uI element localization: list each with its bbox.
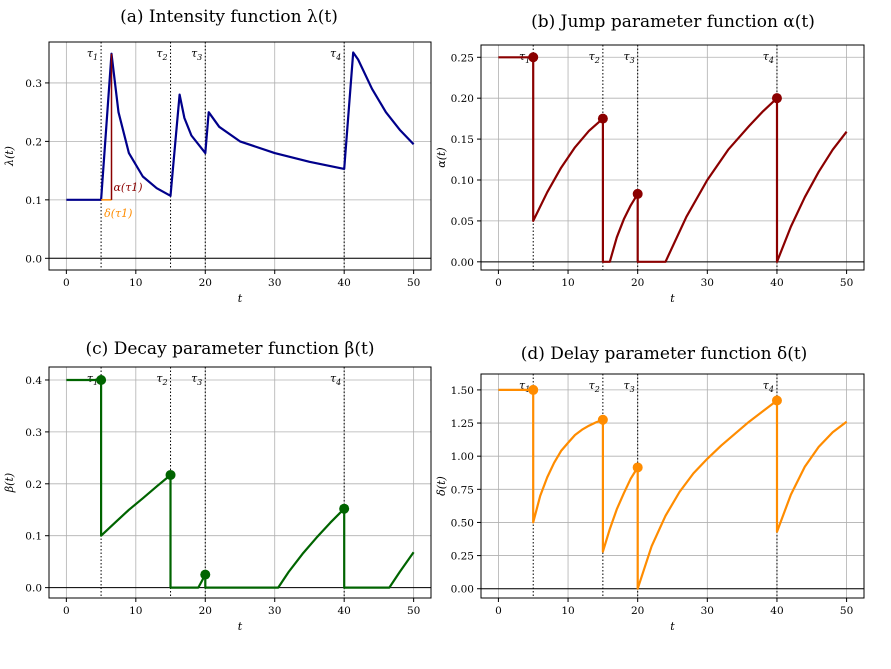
y-tick-label: 0.00 <box>451 257 474 269</box>
event-label: τ4 <box>763 50 774 65</box>
y-axis-label: δ(t) <box>435 476 448 496</box>
y-tick-label: 0.1 <box>25 195 42 207</box>
data-point-marker <box>597 113 608 124</box>
y-tick-label: 1.50 <box>451 385 474 397</box>
x-tick-label: 20 <box>199 605 212 617</box>
event-label: τ2 <box>589 50 600 65</box>
series-line <box>498 388 848 590</box>
axes-frame <box>480 44 865 271</box>
data-point-marker <box>96 374 107 385</box>
x-tick-label: 0 <box>495 605 502 617</box>
delay-annotation: δ(τ1) <box>104 207 132 220</box>
y-tick-label: 0.75 <box>451 484 474 496</box>
x-tick-label: 50 <box>840 277 853 289</box>
event-label: τ1 <box>519 379 530 394</box>
data-point-marker <box>528 384 539 395</box>
x-tick-label: 50 <box>840 605 853 617</box>
y-tick-label: 1.25 <box>451 418 474 430</box>
data-point-marker <box>339 503 350 514</box>
y-tick-label: 0.2 <box>25 136 42 148</box>
x-tick-label: 30 <box>701 605 714 617</box>
panel-decay: (c) Decay parameter function β(t)τ1 τ2 τ3 τ… <box>3 339 432 633</box>
x-tick-label: 40 <box>337 605 350 617</box>
data-point-marker <box>632 462 643 473</box>
event-label: τ3 <box>191 372 202 387</box>
x-tick-label: 30 <box>268 277 281 289</box>
x-axis-label: t <box>238 292 243 305</box>
event-label: τ3 <box>191 47 202 62</box>
x-tick-label: 40 <box>770 605 783 617</box>
x-tick-label: 20 <box>631 277 644 289</box>
series-line <box>66 51 415 201</box>
event-label: τ2 <box>156 47 167 62</box>
y-tick-label: 0.3 <box>25 427 42 439</box>
x-tick-label: 0 <box>63 605 70 617</box>
data-point-marker <box>528 52 539 63</box>
panel-intensity: (a) Intensity function λ(t) τ1 τ2 τ3 τ4 α(τ1)… <box>3 7 432 305</box>
y-tick-label: 1.00 <box>451 451 474 463</box>
event-label: τ3 <box>623 379 634 394</box>
data-point-marker <box>771 395 782 406</box>
event-label: τ4 <box>763 379 774 394</box>
data-point-marker <box>771 93 782 104</box>
y-tick-label: 0.10 <box>451 175 474 187</box>
x-tick-label: 0 <box>63 277 70 289</box>
event-label: τ2 <box>589 379 600 394</box>
panel-title: (d) Delay parameter function δ(t) <box>521 344 808 364</box>
y-axis-label: β(t) <box>3 473 16 493</box>
y-tick-label: 0.00 <box>451 584 474 596</box>
x-tick-label: 10 <box>129 605 142 617</box>
y-tick-label: 0.15 <box>451 134 474 146</box>
y-tick-label: 0.0 <box>25 583 42 595</box>
data-point-marker <box>597 414 608 425</box>
x-tick-label: 50 <box>407 605 420 617</box>
panel-jump: (b) Jump parameter function α(t)τ1 τ2 τ3 τ4… <box>435 12 865 305</box>
y-axis-label: α(t) <box>435 147 448 167</box>
y-tick-label: 0.0 <box>25 253 42 265</box>
x-tick-label: 30 <box>701 277 714 289</box>
y-tick-label: 0.3 <box>25 78 42 90</box>
y-tick-label: 0.25 <box>451 52 474 64</box>
x-tick-label: 10 <box>561 277 574 289</box>
data-point-marker <box>165 469 176 480</box>
y-tick-label: 0.2 <box>25 479 42 491</box>
event-label: τ2 <box>156 372 167 387</box>
y-tick-label: 0.1 <box>25 531 42 543</box>
axes-frame <box>480 373 865 599</box>
x-tick-label: 40 <box>337 277 350 289</box>
x-tick-label: 20 <box>199 277 212 289</box>
y-tick-label: 0.4 <box>25 375 42 387</box>
y-tick-label: 0.25 <box>451 551 474 563</box>
panel-title: (b) Jump parameter function α(t) <box>531 12 815 32</box>
x-tick-label: 50 <box>407 277 420 289</box>
axes-frame <box>48 366 432 599</box>
x-axis-label: t <box>670 292 675 305</box>
y-tick-label: 0.05 <box>451 216 474 228</box>
x-tick-label: 40 <box>770 277 783 289</box>
y-tick-label: 0.50 <box>451 517 474 529</box>
y-tick-label: 0.20 <box>451 93 474 105</box>
y-axis-label: λ(t) <box>3 146 16 167</box>
x-tick-label: 10 <box>129 277 142 289</box>
axes-frame <box>48 41 432 271</box>
event-label: τ3 <box>623 50 634 65</box>
x-tick-label: 10 <box>561 605 574 617</box>
panel-delay: (d) Delay parameter function δ(t) τ1 τ2 τ3 τ… <box>435 344 865 633</box>
panel-title: (a) Intensity function λ(t) <box>120 7 338 27</box>
x-tick-label: 30 <box>268 605 281 617</box>
data-point-marker <box>200 569 211 580</box>
x-axis-label: t <box>238 620 243 633</box>
jump-annotation: α(τ1) <box>114 181 143 194</box>
event-label: τ4 <box>330 47 341 62</box>
x-tick-label: 0 <box>495 277 502 289</box>
panel-title: (c) Decay parameter function β(t) <box>86 339 375 359</box>
x-tick-label: 20 <box>631 605 644 617</box>
event-label: τ1 <box>87 47 98 62</box>
event-label: τ4 <box>330 372 341 387</box>
series-line <box>66 378 415 589</box>
data-point-marker <box>632 188 643 199</box>
series-line <box>498 56 848 263</box>
x-axis-label: t <box>670 620 675 633</box>
